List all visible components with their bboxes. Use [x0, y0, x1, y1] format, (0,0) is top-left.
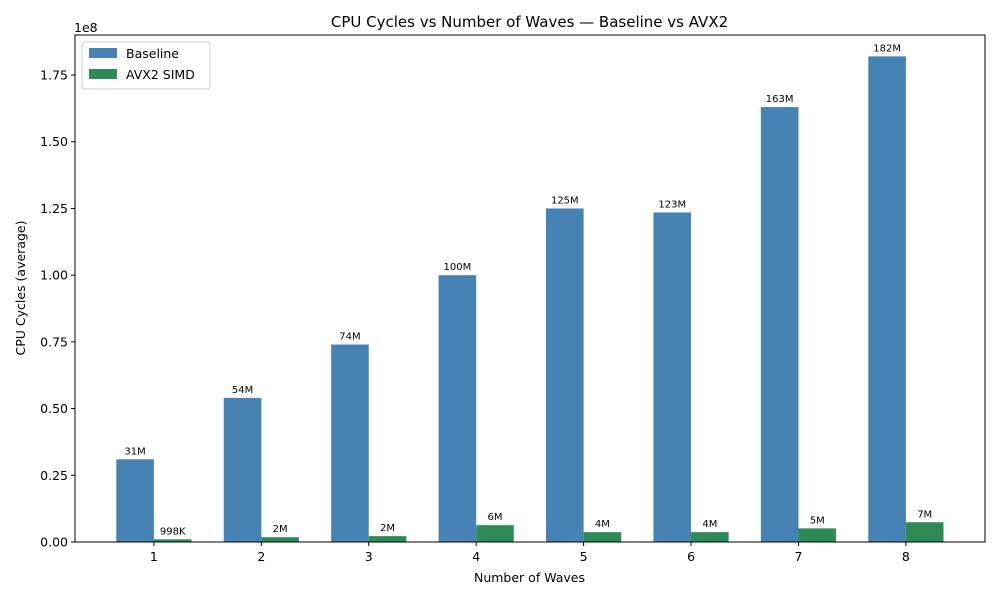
- baseline-bar-2: [223, 397, 262, 542]
- avx2-data-label-7: 5M: [810, 515, 825, 526]
- avx2-bar-7: [798, 528, 837, 542]
- avx2-data-label-6: 4M: [702, 519, 717, 530]
- baseline-data-label-4: 100M: [444, 262, 472, 273]
- baseline-data-label-8: 182M: [873, 43, 901, 54]
- y-offset-label: 1e8: [74, 20, 98, 35]
- y-tick-label: 0.50: [40, 401, 68, 416]
- avx2-bar-3: [368, 536, 407, 542]
- baseline-data-label-1: 31M: [124, 446, 145, 457]
- x-tick-label: 4: [472, 549, 480, 564]
- x-tick-label: 2: [257, 549, 265, 564]
- avx2-data-label-3: 2M: [380, 523, 395, 534]
- avx2-data-label-4: 6M: [487, 512, 502, 523]
- axes-frame: [74, 34, 986, 543]
- x-tick-label: 8: [902, 549, 910, 564]
- y-axis-label: CPU Cycles (average): [13, 221, 28, 356]
- baseline-data-label-2: 54M: [232, 385, 253, 396]
- x-axis-label: Number of Waves: [474, 570, 585, 585]
- y-tick-label: 1.75: [40, 68, 68, 83]
- chart-title: CPU Cycles vs Number of Waves — Baseline…: [331, 13, 728, 31]
- baseline-data-label-5: 125M: [551, 195, 579, 206]
- baseline-data-label-6: 123M: [658, 199, 686, 210]
- y-tick-label: 1.50: [40, 134, 68, 149]
- legend-label-avx2: AVX2 SIMD: [126, 67, 195, 82]
- avx2-bar-5: [583, 532, 622, 542]
- baseline-bar-4: [438, 275, 477, 542]
- legend: Baseline AVX2 SIMD: [81, 41, 211, 90]
- x-tick-label: 6: [687, 549, 695, 564]
- avx2-data-label-1: 998K: [160, 526, 186, 537]
- baseline-bar-5: [546, 208, 584, 542]
- avx2-bar-8: [905, 522, 944, 542]
- x-tick-label: 3: [365, 549, 373, 564]
- avx2-data-label-2: 2M: [273, 524, 288, 535]
- legend-swatch-avx2: [89, 69, 117, 79]
- legend-swatch-baseline: [89, 48, 117, 58]
- baseline-bar-7: [760, 107, 799, 543]
- avx2-bar-1: [153, 539, 192, 542]
- x-tick-label: 7: [794, 549, 802, 564]
- baseline-bar-8: [868, 56, 906, 542]
- baseline-bar-1: [116, 459, 154, 542]
- y-tick-label: 0.25: [40, 468, 68, 483]
- x-tick-label: 5: [580, 549, 588, 564]
- y-tick-label: 0.00: [40, 535, 68, 550]
- baseline-bar-6: [653, 212, 692, 542]
- x-tick-label: 1: [150, 549, 158, 564]
- avx2-bar-2: [261, 537, 299, 542]
- avx2-data-label-5: 4M: [595, 519, 610, 530]
- baseline-data-label-3: 74M: [339, 332, 360, 343]
- baseline-bar-3: [331, 344, 369, 542]
- y-tick-label: 1.25: [40, 201, 68, 216]
- legend-label-baseline: Baseline: [126, 46, 179, 61]
- avx2-bar-4: [476, 525, 514, 542]
- y-tick-label: 1.00: [40, 268, 68, 283]
- avx2-bar-6: [691, 532, 729, 542]
- baseline-data-label-7: 163M: [766, 94, 794, 105]
- avx2-data-label-8: 7M: [917, 509, 932, 520]
- y-tick-label: 0.75: [40, 334, 68, 349]
